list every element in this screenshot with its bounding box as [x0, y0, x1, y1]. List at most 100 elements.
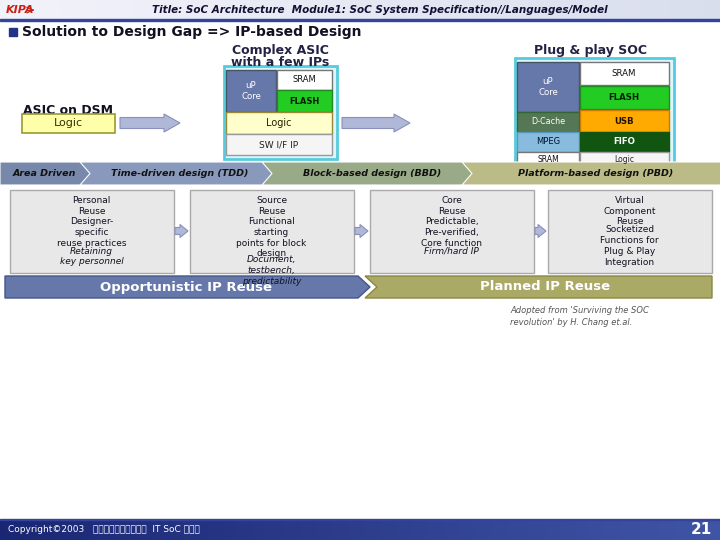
Bar — [428, 520, 429, 540]
Bar — [475, 520, 476, 540]
Bar — [282, 520, 283, 540]
Bar — [414, 520, 415, 540]
Bar — [209, 520, 210, 540]
Bar — [580, 86, 669, 109]
Bar — [270, 520, 271, 540]
Bar — [46, 520, 47, 540]
Bar — [149, 0, 150, 19]
Bar — [618, 520, 619, 540]
Bar — [488, 0, 489, 19]
Bar — [14, 520, 15, 540]
Bar — [497, 0, 498, 19]
Bar — [38, 0, 39, 19]
Bar — [712, 520, 713, 540]
Bar — [579, 520, 580, 540]
Bar — [597, 0, 598, 19]
Bar — [611, 0, 612, 19]
Bar — [404, 520, 405, 540]
Bar — [334, 0, 335, 19]
Bar — [152, 520, 153, 540]
Bar — [662, 0, 663, 19]
Bar — [300, 520, 301, 540]
Bar — [457, 520, 458, 540]
Bar — [665, 0, 666, 19]
Bar — [568, 0, 569, 19]
Bar — [213, 0, 214, 19]
Bar — [500, 0, 501, 19]
Bar — [292, 520, 293, 540]
Bar — [220, 520, 221, 540]
Bar — [571, 0, 572, 19]
Bar — [567, 520, 568, 540]
Bar — [126, 0, 127, 19]
Bar — [43, 0, 44, 19]
Bar — [380, 0, 381, 19]
Bar — [442, 0, 443, 19]
Bar — [633, 520, 634, 540]
Bar — [355, 0, 356, 19]
Bar — [7, 0, 8, 19]
Bar — [70, 0, 71, 19]
Bar — [278, 520, 279, 540]
Bar — [397, 0, 398, 19]
Bar — [53, 520, 54, 540]
Bar — [489, 520, 490, 540]
Bar — [85, 520, 86, 540]
Bar — [196, 520, 197, 540]
Bar — [567, 0, 568, 19]
Bar — [591, 520, 592, 540]
Bar — [672, 0, 673, 19]
Bar — [692, 520, 693, 540]
Bar — [637, 520, 638, 540]
Bar — [554, 0, 555, 19]
Bar — [215, 0, 216, 19]
Bar — [61, 520, 62, 540]
Bar — [446, 520, 447, 540]
Bar — [327, 520, 328, 540]
Bar — [202, 520, 203, 540]
Bar — [212, 520, 213, 540]
Bar — [38, 520, 39, 540]
Bar — [140, 520, 141, 540]
Bar — [266, 0, 267, 19]
Bar — [13, 520, 14, 540]
Bar — [259, 0, 260, 19]
Bar — [194, 520, 195, 540]
Bar — [536, 520, 537, 540]
Bar — [45, 520, 46, 540]
Bar — [313, 0, 314, 19]
Bar — [486, 520, 487, 540]
Bar — [588, 520, 589, 540]
Bar — [249, 520, 250, 540]
Bar — [417, 0, 418, 19]
Bar — [39, 0, 40, 19]
Bar — [533, 520, 534, 540]
Bar — [696, 0, 697, 19]
Bar — [58, 0, 59, 19]
Bar — [83, 0, 84, 19]
Bar — [655, 0, 656, 19]
Bar — [467, 520, 468, 540]
Bar — [51, 0, 52, 19]
Bar — [529, 0, 530, 19]
Bar — [535, 520, 536, 540]
Bar — [638, 520, 639, 540]
Bar — [676, 0, 677, 19]
Bar — [283, 0, 284, 19]
Bar — [321, 0, 322, 19]
Bar — [408, 520, 409, 540]
Bar — [52, 0, 53, 19]
Bar — [445, 0, 446, 19]
Bar — [708, 520, 709, 540]
Bar — [4, 520, 5, 540]
Bar — [485, 0, 486, 19]
Bar — [375, 520, 376, 540]
Bar — [580, 110, 669, 132]
Bar — [399, 520, 400, 540]
Bar — [258, 520, 259, 540]
Bar — [361, 0, 362, 19]
Bar — [145, 520, 146, 540]
Bar — [332, 0, 333, 19]
Bar — [318, 520, 319, 540]
Bar — [694, 0, 695, 19]
